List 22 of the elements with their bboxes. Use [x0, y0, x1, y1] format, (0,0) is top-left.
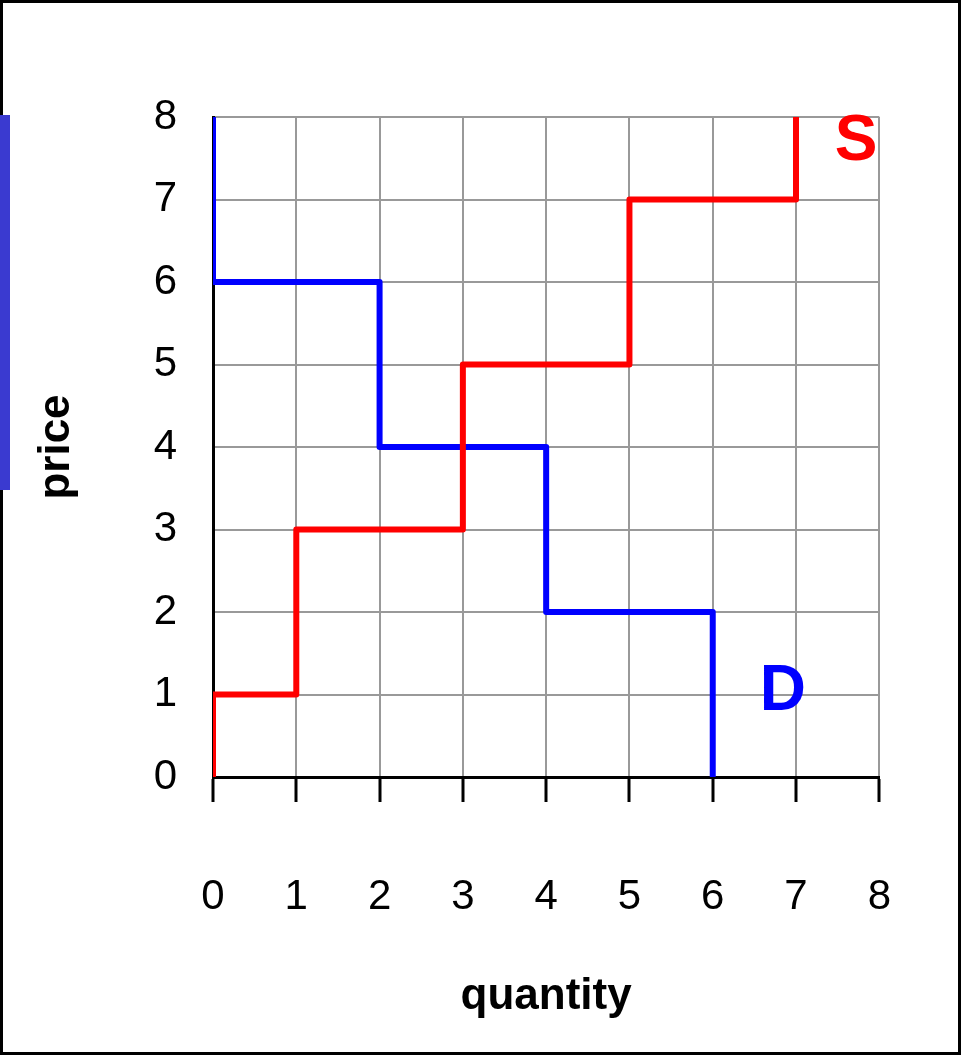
y-tick-label: 3 — [153, 503, 177, 551]
x-tick-label: 1 — [284, 870, 308, 918]
x-tick-label: 7 — [784, 870, 808, 918]
series-label: D — [759, 651, 806, 724]
y-tick-label: 2 — [153, 585, 177, 633]
series-label: S — [834, 101, 878, 174]
x-tick-label: 8 — [867, 870, 891, 918]
y-tick-label: 7 — [153, 173, 177, 221]
y-tick-label: 4 — [153, 420, 177, 468]
y-tick-label: 0 — [153, 750, 177, 798]
x-tick-label: 5 — [617, 870, 642, 918]
y-tick-label: 5 — [153, 338, 177, 386]
x-tick-label: 0 — [201, 870, 225, 918]
x-tick-label: 6 — [701, 870, 725, 918]
y-axis-title: price — [28, 394, 78, 500]
x-axis-title: quantity — [460, 968, 633, 1018]
x-tick-label: 3 — [451, 870, 475, 918]
x-tick-label: 4 — [534, 870, 558, 918]
y-tick-label: 8 — [153, 90, 177, 138]
y-tick-label: 1 — [153, 668, 177, 716]
y-tick-label: 6 — [153, 255, 177, 303]
x-tick-label: 2 — [367, 870, 392, 918]
